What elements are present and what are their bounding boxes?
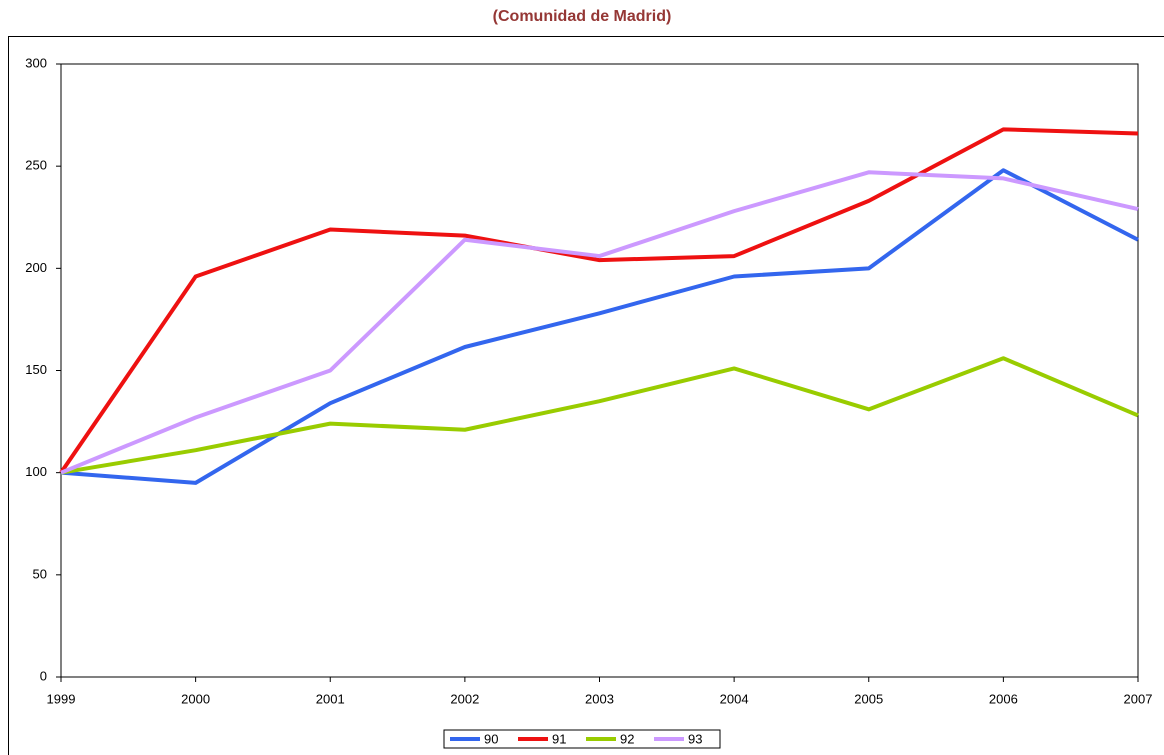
x-tick-label: 2000 — [181, 691, 210, 706]
line-series — [60, 356, 1139, 475]
legend-label: 93 — [688, 731, 702, 746]
x-tick-label: 2001 — [316, 691, 345, 706]
y-tick-label: 100 — [25, 464, 47, 479]
chart-frame — [8, 36, 1164, 755]
legend-label: 92 — [620, 731, 634, 746]
legend-box — [443, 729, 721, 749]
legend-label: 91 — [552, 731, 566, 746]
y-tick-label: 150 — [25, 362, 47, 377]
x-tick-label: 2007 — [1124, 691, 1153, 706]
x-tick-label: 2005 — [854, 691, 883, 706]
x-tick-label: 1999 — [47, 691, 76, 706]
line-series — [60, 168, 1139, 485]
line-series — [59, 127, 1139, 474]
legend-label: 90 — [484, 731, 498, 746]
x-tick-label: 2002 — [450, 691, 479, 706]
line-series — [60, 170, 1139, 475]
y-tick-label: 300 — [25, 55, 47, 70]
y-tick-label: 250 — [25, 158, 47, 173]
x-tick-label: 2003 — [585, 691, 614, 706]
y-tick-label: 50 — [33, 566, 47, 581]
x-tick-label: 2006 — [989, 691, 1018, 706]
chart-title: (Comunidad de Madrid) — [493, 8, 672, 25]
y-tick-label: 200 — [25, 260, 47, 275]
y-tick-label: 0 — [40, 668, 47, 683]
x-tick-label: 2004 — [720, 691, 749, 706]
